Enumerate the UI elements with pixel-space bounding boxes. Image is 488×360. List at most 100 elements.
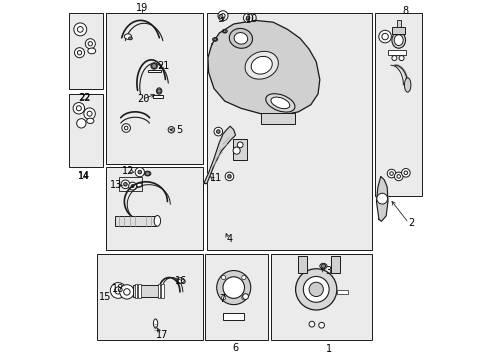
Bar <box>297 256 306 273</box>
Ellipse shape <box>124 34 131 39</box>
Ellipse shape <box>86 118 94 123</box>
Text: 17: 17 <box>156 330 168 340</box>
Ellipse shape <box>213 38 216 41</box>
Text: 22: 22 <box>79 93 90 102</box>
Text: 14: 14 <box>78 171 90 181</box>
Ellipse shape <box>131 185 134 188</box>
Text: 12: 12 <box>122 166 134 176</box>
Ellipse shape <box>319 264 326 269</box>
Ellipse shape <box>88 41 92 46</box>
Bar <box>147 69 160 72</box>
Ellipse shape <box>378 30 390 43</box>
Bar <box>260 113 294 124</box>
Bar <box>330 256 340 273</box>
Bar <box>161 284 163 298</box>
Ellipse shape <box>237 142 243 148</box>
Text: 18: 18 <box>112 284 124 294</box>
Bar <box>106 167 203 250</box>
Ellipse shape <box>321 264 325 268</box>
Ellipse shape <box>303 276 328 302</box>
Ellipse shape <box>156 88 162 94</box>
Text: 3: 3 <box>325 266 331 276</box>
Bar <box>135 284 137 298</box>
Text: 10: 10 <box>245 14 257 24</box>
Text: 20: 20 <box>137 94 149 104</box>
Ellipse shape <box>221 296 225 300</box>
Ellipse shape <box>393 35 403 45</box>
Ellipse shape <box>223 277 244 298</box>
Ellipse shape <box>246 16 249 20</box>
Bar <box>233 139 247 160</box>
Ellipse shape <box>115 287 122 294</box>
Ellipse shape <box>234 32 247 44</box>
Ellipse shape <box>381 33 387 40</box>
Ellipse shape <box>145 171 149 176</box>
Ellipse shape <box>376 193 387 204</box>
Ellipse shape <box>216 271 250 305</box>
Text: 5: 5 <box>176 125 182 135</box>
Ellipse shape <box>77 119 86 128</box>
Ellipse shape <box>135 167 144 177</box>
Bar <box>138 284 141 298</box>
Ellipse shape <box>128 182 136 190</box>
Ellipse shape <box>218 11 227 21</box>
Text: 9: 9 <box>217 14 223 24</box>
Bar <box>375 13 421 196</box>
Ellipse shape <box>151 63 156 68</box>
Ellipse shape <box>241 296 245 300</box>
Bar <box>97 253 203 339</box>
Polygon shape <box>376 176 387 221</box>
Ellipse shape <box>138 170 142 174</box>
Ellipse shape <box>318 322 324 328</box>
Ellipse shape <box>168 127 174 133</box>
Ellipse shape <box>242 294 248 300</box>
Ellipse shape <box>74 23 86 36</box>
Ellipse shape <box>233 147 240 154</box>
Bar <box>69 94 102 167</box>
Ellipse shape <box>122 124 130 132</box>
Bar <box>115 216 156 226</box>
Ellipse shape <box>151 63 157 69</box>
Ellipse shape <box>157 89 161 93</box>
Ellipse shape <box>87 111 92 116</box>
Ellipse shape <box>241 275 245 280</box>
Ellipse shape <box>144 171 151 176</box>
Ellipse shape <box>120 285 134 299</box>
Ellipse shape <box>394 172 402 181</box>
Text: 2: 2 <box>407 218 413 228</box>
Ellipse shape <box>244 51 278 79</box>
Ellipse shape <box>389 172 392 175</box>
Ellipse shape <box>88 48 96 54</box>
Bar <box>106 13 203 164</box>
Bar <box>204 253 267 339</box>
Text: 14: 14 <box>78 172 89 181</box>
Text: 4: 4 <box>226 234 232 244</box>
Text: 16: 16 <box>174 276 186 286</box>
Ellipse shape <box>391 55 396 60</box>
Text: 1: 1 <box>325 343 331 354</box>
Text: 11: 11 <box>209 173 222 183</box>
Bar <box>391 27 405 34</box>
Bar <box>223 313 244 320</box>
Ellipse shape <box>243 13 252 23</box>
Ellipse shape <box>265 94 294 112</box>
Ellipse shape <box>224 172 233 181</box>
Bar <box>336 290 347 294</box>
Text: 15: 15 <box>98 292 111 302</box>
Ellipse shape <box>308 282 323 297</box>
Ellipse shape <box>295 269 336 310</box>
Text: 22: 22 <box>79 93 91 103</box>
Ellipse shape <box>128 37 132 40</box>
Bar <box>396 20 400 27</box>
Bar <box>158 284 160 298</box>
Ellipse shape <box>401 168 409 177</box>
Ellipse shape <box>221 275 225 280</box>
Ellipse shape <box>270 97 289 109</box>
Bar <box>271 253 371 339</box>
Ellipse shape <box>386 169 395 178</box>
Bar <box>119 177 142 192</box>
Ellipse shape <box>123 183 127 186</box>
Ellipse shape <box>123 289 130 295</box>
Text: 6: 6 <box>232 343 238 353</box>
Ellipse shape <box>124 126 128 130</box>
